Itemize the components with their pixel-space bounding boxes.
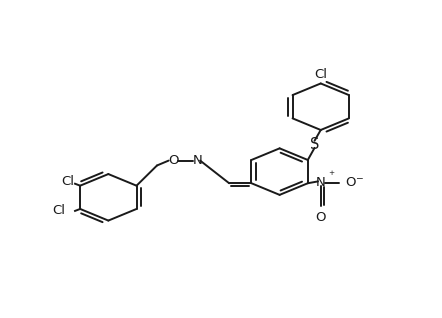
Text: O: O — [316, 211, 326, 224]
Text: Cl: Cl — [61, 175, 74, 188]
Text: $^+$: $^+$ — [327, 170, 336, 180]
Text: Cl: Cl — [314, 67, 327, 80]
Text: O: O — [168, 154, 179, 167]
Text: N: N — [193, 154, 202, 167]
Text: S: S — [310, 137, 319, 152]
Text: Cl: Cl — [52, 204, 65, 217]
Text: N: N — [316, 176, 326, 189]
Text: O$^{-}$: O$^{-}$ — [345, 176, 364, 189]
